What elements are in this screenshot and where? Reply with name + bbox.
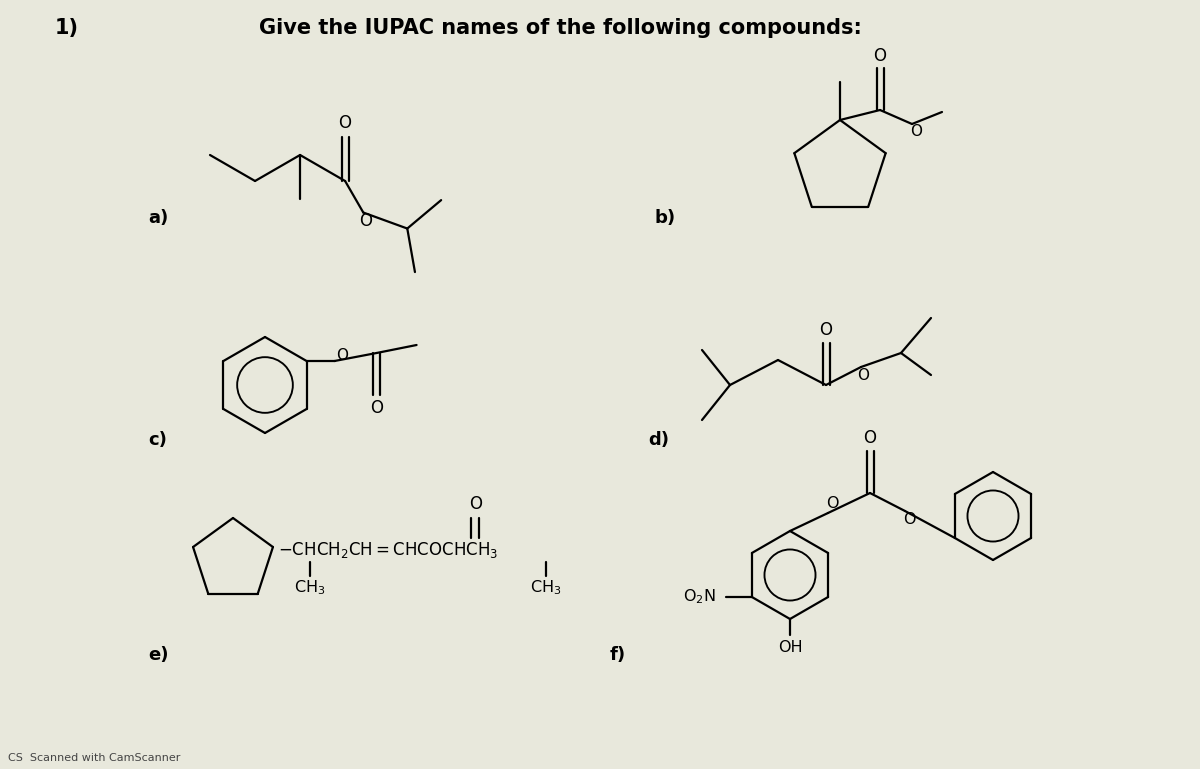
Text: OH: OH [778, 640, 803, 654]
Text: O: O [864, 429, 876, 447]
Text: 1): 1) [55, 18, 79, 38]
Text: O: O [820, 321, 833, 339]
Text: O$_2$N: O$_2$N [684, 588, 716, 606]
Text: CH$_3$: CH$_3$ [294, 578, 325, 598]
Text: O: O [370, 399, 383, 417]
Text: CS  Scanned with CamScanner: CS Scanned with CamScanner [8, 753, 180, 763]
Text: a): a) [148, 209, 168, 227]
Text: O: O [857, 368, 869, 382]
Text: O: O [338, 114, 352, 131]
Text: O: O [902, 511, 916, 527]
Text: b): b) [655, 209, 676, 227]
Text: O: O [910, 125, 922, 139]
Text: Give the IUPAC names of the following compounds:: Give the IUPAC names of the following co… [258, 18, 862, 38]
Text: O: O [826, 495, 839, 511]
Text: c): c) [148, 431, 167, 449]
Text: O: O [359, 211, 372, 229]
Text: e): e) [148, 646, 168, 664]
Text: $-$CHCH$_2$CH$=$CHCOCHCH$_3$: $-$CHCH$_2$CH$=$CHCOCHCH$_3$ [278, 540, 498, 560]
Text: f): f) [610, 646, 626, 664]
Text: O: O [874, 47, 887, 65]
Text: O: O [469, 495, 482, 513]
Text: CH$_3$: CH$_3$ [530, 578, 562, 598]
Text: O: O [336, 348, 348, 362]
Text: d): d) [648, 431, 670, 449]
